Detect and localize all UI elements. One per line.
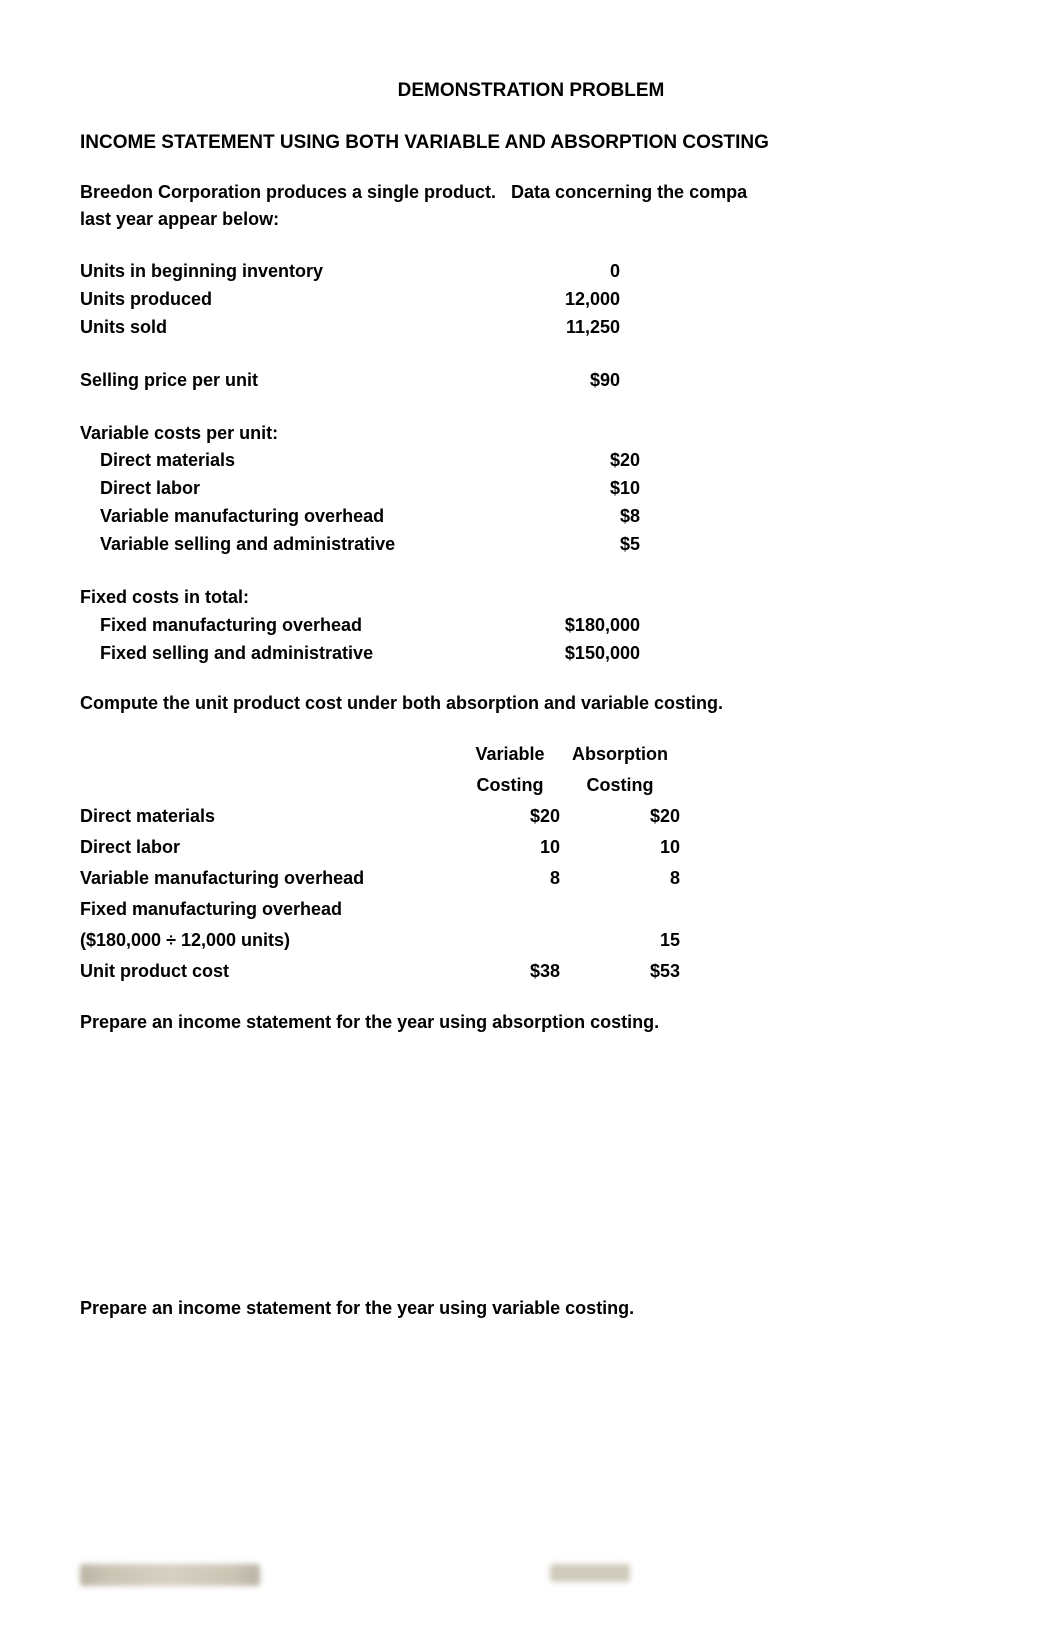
variable-header-2: Costing bbox=[460, 770, 560, 801]
cost-label: Variable manufacturing overhead bbox=[80, 863, 460, 894]
blank-workspace-absorption bbox=[80, 1058, 982, 1278]
row-label: Selling price per unit bbox=[80, 367, 500, 395]
cost-var: $20 bbox=[460, 801, 560, 832]
header-label: Variable costs per unit: bbox=[80, 420, 500, 448]
data-row: Fixed selling and administrative $150,00… bbox=[80, 640, 982, 668]
table-row: Variable manufacturing overhead 8 8 bbox=[80, 863, 680, 894]
cost-var: 10 bbox=[460, 832, 560, 863]
row-value: 12,000 bbox=[500, 286, 620, 314]
row-label: Units in beginning inventory bbox=[80, 258, 500, 286]
section-header: Variable costs per unit: bbox=[80, 420, 982, 448]
unit-cost-table: Variable Absorption Costing Costing Dire… bbox=[80, 739, 680, 987]
variable-header-1: Variable bbox=[460, 739, 560, 770]
cost-var: 8 bbox=[460, 863, 560, 894]
cost-var: $38 bbox=[460, 956, 560, 987]
data-row: Units produced 12,000 bbox=[80, 286, 982, 314]
intro-text: Breedon Corporation produces a single pr… bbox=[80, 179, 982, 233]
intro-line-2: last year appear below: bbox=[80, 209, 279, 229]
blank-header bbox=[80, 739, 460, 770]
data-row: Variable manufacturing overhead $8 bbox=[80, 503, 982, 531]
cost-abs: $53 bbox=[560, 956, 680, 987]
data-row: Direct labor $10 bbox=[80, 475, 982, 503]
cost-label: Fixed manufacturing overhead bbox=[80, 894, 460, 925]
table-row: Direct labor 10 10 bbox=[80, 832, 680, 863]
cost-label: Unit product cost bbox=[80, 956, 460, 987]
row-value: $5 bbox=[520, 531, 640, 559]
row-value: $20 bbox=[520, 447, 640, 475]
row-label: Fixed manufacturing overhead bbox=[80, 612, 520, 640]
row-label: Units sold bbox=[80, 314, 500, 342]
blank-header bbox=[80, 770, 460, 801]
row-label: Direct materials bbox=[80, 447, 520, 475]
footer-blur-left bbox=[80, 1564, 260, 1586]
units-section: Units in beginning inventory 0 Units pro… bbox=[80, 258, 982, 342]
cost-abs: 10 bbox=[560, 832, 680, 863]
row-value: $150,000 bbox=[520, 640, 640, 668]
row-value: $8 bbox=[520, 503, 640, 531]
cost-label: Direct materials bbox=[80, 801, 460, 832]
variable-costs-section: Variable costs per unit: Direct material… bbox=[80, 420, 982, 559]
row-value: 11,250 bbox=[500, 314, 620, 342]
data-row: Units sold 11,250 bbox=[80, 314, 982, 342]
footer-blur-right bbox=[550, 1564, 630, 1582]
data-row: Units in beginning inventory 0 bbox=[80, 258, 982, 286]
cost-label-indented: ($180,000 ÷ 12,000 units) bbox=[80, 925, 460, 956]
section-header: Fixed costs in total: bbox=[80, 584, 982, 612]
blank-workspace-variable bbox=[80, 1344, 982, 1464]
absorption-header-2: Costing bbox=[560, 770, 680, 801]
cost-abs: 15 bbox=[560, 925, 680, 956]
cost-abs: 8 bbox=[560, 863, 680, 894]
cost-var bbox=[460, 925, 560, 956]
row-value: $180,000 bbox=[520, 612, 640, 640]
absorption-header-1: Absorption bbox=[560, 739, 680, 770]
row-label: Fixed selling and administrative bbox=[80, 640, 520, 668]
cost-abs: $20 bbox=[560, 801, 680, 832]
header-label: Fixed costs in total: bbox=[80, 584, 500, 612]
row-label: Units produced bbox=[80, 286, 500, 314]
cost-var bbox=[460, 894, 560, 925]
row-value: 0 bbox=[500, 258, 620, 286]
row-label: Variable selling and administrative bbox=[80, 531, 520, 559]
table-row: Direct materials $20 $20 bbox=[80, 801, 680, 832]
fixed-costs-section: Fixed costs in total: Fixed manufacturin… bbox=[80, 584, 982, 668]
page-title: DEMONSTRATION PROBLEM bbox=[80, 80, 982, 102]
table-header-row-1: Variable Absorption bbox=[80, 739, 680, 770]
cost-label: Direct labor bbox=[80, 832, 460, 863]
selling-price-section: Selling price per unit $90 bbox=[80, 367, 982, 395]
subtitle: INCOME STATEMENT USING BOTH VARIABLE AND… bbox=[80, 132, 982, 154]
data-row: Fixed manufacturing overhead $180,000 bbox=[80, 612, 982, 640]
table-row: Fixed manufacturing overhead bbox=[80, 894, 680, 925]
table-row: Unit product cost $38 $53 bbox=[80, 956, 680, 987]
row-value: $90 bbox=[500, 367, 620, 395]
table-row: ($180,000 ÷ 12,000 units) 15 bbox=[80, 925, 680, 956]
intro-line-1: Breedon Corporation produces a single pr… bbox=[80, 182, 747, 202]
data-row: Selling price per unit $90 bbox=[80, 367, 982, 395]
row-label: Variable manufacturing overhead bbox=[80, 503, 520, 531]
table-header-row-2: Costing Costing bbox=[80, 770, 680, 801]
data-row: Direct materials $20 bbox=[80, 447, 982, 475]
instruction-compute-cost: Compute the unit product cost under both… bbox=[80, 693, 982, 714]
data-row: Variable selling and administrative $5 bbox=[80, 531, 982, 559]
cost-abs bbox=[560, 894, 680, 925]
instruction-variable: Prepare an income statement for the year… bbox=[80, 1298, 982, 1319]
row-value: $10 bbox=[520, 475, 640, 503]
row-label: Direct labor bbox=[80, 475, 520, 503]
instruction-absorption: Prepare an income statement for the year… bbox=[80, 1012, 982, 1033]
